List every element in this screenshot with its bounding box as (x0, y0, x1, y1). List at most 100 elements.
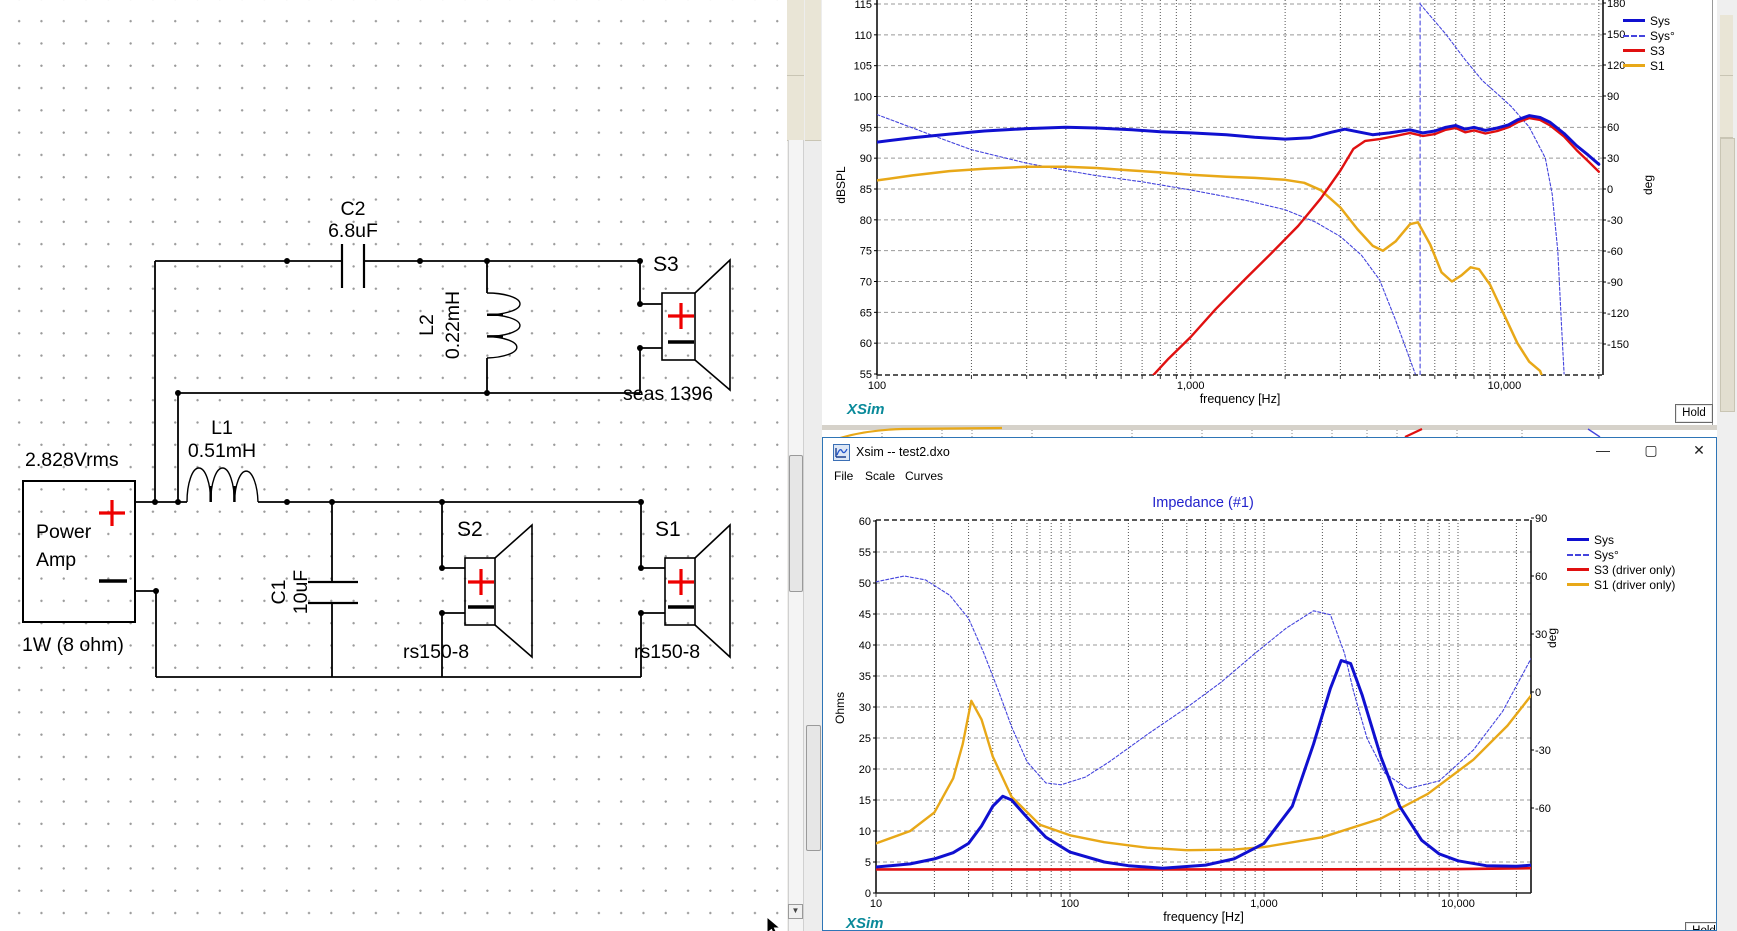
legend-line-sample (1623, 49, 1645, 52)
component-c1[interactable] (308, 580, 358, 605)
mouse-cursor (766, 916, 782, 931)
y-axis-tick-label: 75 (860, 246, 872, 258)
speaker-s3[interactable] (661, 258, 731, 392)
scrollbar-thumb[interactable] (806, 725, 821, 851)
legend-item: S1 (driver only) (1567, 577, 1675, 592)
component-l2[interactable] (486, 292, 521, 359)
maximize-button[interactable]: ▢ (1644, 442, 1658, 458)
hidden-window-sliver (822, 425, 1717, 437)
legend-item: S3 (driver only) (1567, 562, 1675, 577)
y-axis-tick-label: 80 (860, 215, 872, 227)
menu-curves[interactable]: Curves (905, 469, 944, 483)
y-axis-tick-label: 20 (859, 764, 871, 776)
curve-sys_deg_b (1419, 3, 1565, 375)
window-edge-strip (804, 0, 822, 931)
impedance-window-titlebar[interactable]: Xsim -- test2.dxo — ▢ ✕ (823, 438, 1716, 467)
l1-name: L1 (211, 417, 233, 439)
impedance-chart-title: Impedance (#1) (1152, 495, 1254, 511)
background-panel (805, 0, 821, 141)
source-voltage-label: 2.828Vrms (25, 449, 119, 471)
legend-line-sample (1567, 583, 1589, 586)
minimize-button[interactable]: — (1596, 442, 1610, 458)
y2-axis-tick-label: 120 (1607, 60, 1625, 72)
legend-item: Sys (1567, 532, 1675, 547)
y2-axis-tick-label: -30 (1535, 745, 1551, 757)
curve-s3 (876, 866, 1531, 871)
chart-legend: Sys Sys° S3 (driver only) S1 (driver only) (1567, 532, 1675, 592)
hidden-chart-red-curve (1404, 428, 1423, 437)
y-axis-tick-label: 50 (859, 578, 871, 590)
legend-line-sample (1623, 19, 1645, 22)
speaker-s2[interactable] (464, 523, 533, 659)
hidden-chart-blue-curve (1587, 428, 1601, 437)
schematic-drawing: 2.828Vrms Power Amp 1W (8 ohm) C2 6.8uF … (22, 198, 731, 678)
xsim-logo: XSim (847, 401, 885, 418)
legend-label: S3 (driver only) (1594, 562, 1676, 577)
menu-scale[interactable]: Scale (865, 469, 896, 483)
y2-axis-tick-label: 30 (1607, 153, 1619, 165)
legend-item: Sys° (1567, 547, 1675, 562)
y-axis-tick-label: 100 (854, 92, 872, 104)
legend-line-sample (1567, 538, 1589, 541)
x-axis-tick-label: 10,000 (1488, 380, 1522, 392)
schematic-canvas[interactable]: 2.828Vrms Power Amp 1W (8 ohm) C2 6.8uF … (0, 0, 787, 931)
scrollbar-thumb[interactable] (789, 455, 803, 592)
y2-axis-tick-label: 60 (1535, 571, 1547, 583)
legend-label: Sys° (1594, 547, 1619, 562)
y-axis-tick-label: 70 (860, 277, 872, 289)
curve-s3 (1151, 116, 1600, 375)
y2-axis-tick-label: 90 (1535, 513, 1547, 525)
scroll-down-button[interactable]: ▼ (788, 904, 803, 919)
y-axis-tick-label: 0 (865, 888, 871, 900)
background-panel (787, 0, 804, 76)
xsim-logo: XSim (846, 915, 884, 931)
y-axis-tick-label: 110 (854, 30, 872, 42)
y2-axis-tick-label: -30 (1607, 215, 1623, 227)
y-axis-tick-label: 10 (859, 826, 871, 838)
legend-item: S1 (1623, 58, 1675, 73)
y-axis-tick-label: 55 (860, 369, 872, 381)
legend-line-sample (1567, 568, 1589, 571)
curve-sys_deg (876, 575, 1531, 790)
speaker-s1[interactable] (664, 523, 731, 659)
hold-button[interactable]: Hold (1685, 922, 1716, 930)
legend-label: Sys° (1650, 28, 1675, 43)
legend-label: S3 (1650, 43, 1665, 58)
source-power-label: 1W (8 ohm) (22, 634, 124, 656)
s1-name: S1 (655, 518, 681, 541)
hold-button[interactable]: Hold (1675, 404, 1713, 423)
s2-name: S2 (457, 518, 483, 541)
legend-label: S1 (1650, 58, 1665, 73)
background-panel (1720, 76, 1733, 138)
close-button[interactable]: ✕ (1693, 442, 1705, 458)
x-axis-title: frequency [Hz] (1163, 910, 1244, 924)
x-axis-tick-label: 10 (870, 898, 882, 910)
schematic-vscrollbar[interactable]: ▼ (787, 0, 804, 931)
legend-item: S3 (1623, 43, 1675, 58)
y-axis-title: dBSPL (834, 166, 848, 204)
component-c2[interactable] (340, 244, 366, 288)
component-l1[interactable] (186, 467, 259, 503)
component-power-amp[interactable] (22, 480, 136, 623)
background-panel (1720, 138, 1735, 412)
impedance-window-menubar: File Scale Curves (823, 467, 1716, 487)
curve-sys (876, 659, 1531, 870)
y2-axis-tick-label: -60 (1607, 246, 1623, 258)
y-axis-tick-label: 95 (860, 122, 872, 134)
hidden-chart-yellow-curve (839, 426, 1003, 437)
source-name-line1: Power (36, 521, 92, 543)
right-edge-strip (1717, 0, 1737, 931)
legend-label: Sys (1650, 13, 1671, 28)
legend-item: Sys (1623, 13, 1675, 28)
curve-sys_deg_a (877, 114, 1416, 375)
y2-axis-title: deg (1641, 175, 1655, 195)
c1-name: C1 (268, 580, 290, 605)
y2-axis-tick-label: -90 (1607, 277, 1623, 289)
menu-file[interactable]: File (834, 469, 854, 483)
s3-name: S3 (653, 253, 679, 276)
y2-axis-title: deg (1545, 628, 1559, 648)
x-axis-tick-label: 100 (1061, 898, 1079, 910)
l1-value: 0.51mH (188, 440, 256, 462)
y-axis-tick-label: 55 (859, 547, 871, 559)
